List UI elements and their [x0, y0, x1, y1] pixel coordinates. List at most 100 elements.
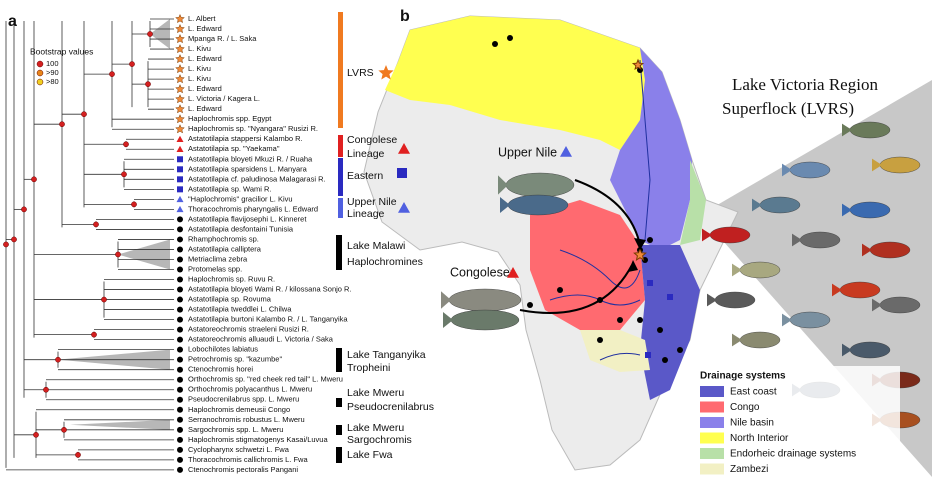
- fish: [849, 121, 891, 139]
- taxon-label: L. Edward: [188, 24, 222, 33]
- taxon-marker: [177, 326, 183, 333]
- taxon-marker: [175, 13, 185, 24]
- taxon-label: Thoracochromis pharyngalis L. Edward: [188, 204, 318, 213]
- taxon-label: Rhamphochromis sp.: [188, 234, 259, 243]
- collapsed-clade: [118, 239, 170, 270]
- legend-box: [695, 366, 900, 474]
- group-label: Lake Tanganyika: [347, 349, 426, 361]
- fish: [709, 226, 751, 244]
- bootstrap-node: [91, 331, 97, 338]
- arrow: [574, 179, 641, 246]
- taxon-marker: [177, 426, 183, 433]
- taxon-label: Astatotilapia sp. Rovuma: [188, 295, 272, 304]
- taxon-label: Astatotilapia calliptera: [188, 244, 262, 253]
- group-bar: [338, 135, 343, 157]
- sample-site: [645, 352, 651, 358]
- group-symbol: [398, 202, 410, 213]
- bootstrap-node: [11, 236, 17, 243]
- taxon-label: Petrochromis sp. "kazumbe": [188, 355, 282, 364]
- group-label: LVRS: [347, 67, 374, 79]
- panel-title: Lake Victoria Region: [732, 75, 878, 94]
- bootstrap-node: [75, 452, 81, 458]
- fish-tail: [832, 283, 842, 297]
- fish: [879, 156, 921, 174]
- taxon-marker: [177, 466, 183, 473]
- bootstrap-node: [31, 176, 37, 183]
- callout: Upper Nile: [498, 145, 557, 159]
- taxon-label: Haplochromis sp. Ruvu R.: [188, 275, 275, 284]
- sample-site: [557, 287, 563, 293]
- legend-dot: [36, 69, 44, 77]
- legend-label: Congo: [730, 402, 760, 413]
- fish-tail: [707, 293, 717, 307]
- fish-tail: [862, 243, 872, 257]
- fish: [507, 194, 569, 216]
- group-symbol: [398, 143, 410, 154]
- fish-tail: [732, 333, 742, 347]
- taxon-marker: [177, 266, 183, 273]
- fish-tail: [842, 123, 852, 137]
- fish-tail: [732, 263, 742, 277]
- legend-dot: [36, 60, 44, 68]
- bootstrap-node: [145, 81, 151, 87]
- fish-tail: [842, 203, 852, 217]
- fish: [505, 172, 575, 198]
- bootstrap-node: [147, 31, 153, 37]
- fish-tail: [443, 312, 453, 328]
- taxon-marker: [177, 186, 183, 193]
- group-label: Sargochromis: [347, 434, 412, 446]
- sample-site: [617, 317, 623, 323]
- sample-site: [637, 67, 643, 73]
- fish: [789, 161, 831, 179]
- river: [639, 59, 651, 241]
- group-label: Lake Mweru: [347, 387, 404, 399]
- legend-label: >80: [46, 77, 59, 86]
- collapsed-clade: [150, 19, 170, 50]
- nile-basin: [610, 48, 692, 250]
- taxon-label: L. Albert: [188, 14, 216, 23]
- taxon-marker: [175, 83, 185, 94]
- taxon-marker: [177, 366, 183, 373]
- river: [599, 352, 641, 361]
- taxon-marker: [176, 145, 184, 153]
- taxon-marker: [177, 376, 183, 383]
- group-bar: [336, 447, 342, 463]
- taxon-marker: [177, 246, 183, 253]
- bootstrap-node: [21, 206, 27, 213]
- legend-swatch: [700, 417, 724, 428]
- sample-site: [647, 237, 653, 243]
- sample-site: [631, 58, 645, 71]
- legend-swatch: [700, 463, 724, 475]
- group-label: Tropheini: [347, 362, 390, 374]
- group-symbol: [378, 65, 394, 80]
- fish-tail: [752, 198, 762, 212]
- taxon-marker: [177, 286, 183, 293]
- group-bar: [336, 425, 342, 435]
- taxon-marker: [177, 406, 183, 413]
- fish: [879, 296, 921, 314]
- fish: [739, 261, 781, 279]
- taxon-label: L. Edward: [188, 104, 222, 113]
- fish-tail: [441, 291, 451, 309]
- taxon-label: Orthochromis polyacanthus L. Mweru: [188, 385, 312, 394]
- taxon-marker: [177, 386, 183, 393]
- taxon-label: Astatotilapia tweddlei L. Chilwa: [188, 305, 292, 314]
- taxon-label: L. Kivu: [188, 74, 211, 83]
- taxon-marker: [176, 195, 184, 203]
- bootstrap-node: [93, 221, 99, 228]
- sample-site: [597, 337, 603, 343]
- taxon-marker: [177, 446, 183, 453]
- taxon-marker: [177, 396, 183, 403]
- endorheic: [680, 160, 706, 245]
- taxon-marker: [175, 63, 185, 74]
- sample-site: [647, 280, 653, 286]
- fish: [839, 281, 881, 299]
- legend-label: Zambezi: [730, 464, 768, 475]
- legend-dot: [36, 78, 44, 86]
- panel-title: Superflock (LVRS): [722, 99, 854, 118]
- taxon-label: Haplochromis sp. "Nyangara" Rusizi R.: [188, 124, 318, 133]
- fish-tail: [782, 163, 792, 177]
- legend-swatch: [700, 448, 724, 459]
- taxon-label: "Haplochromis" gracilior L. Kivu: [188, 194, 293, 203]
- fish-tail: [872, 158, 882, 172]
